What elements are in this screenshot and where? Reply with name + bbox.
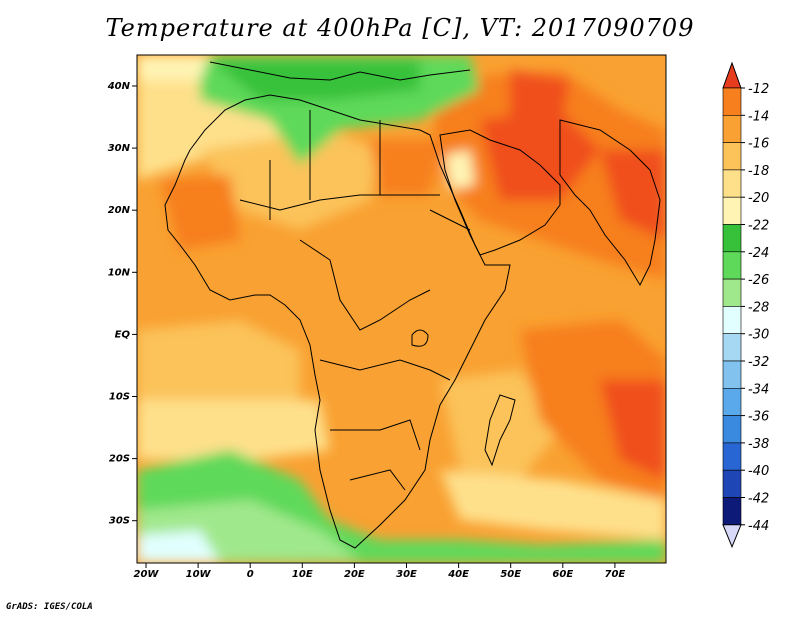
- colorbar-swatch: [722, 169, 742, 198]
- lat-label: 10S: [109, 392, 130, 403]
- lat-label: 30N: [108, 143, 131, 154]
- colorbar-label: -38: [748, 437, 769, 452]
- colorbar-swatch: [722, 142, 742, 171]
- plot-frame: [136, 54, 667, 564]
- lon-label: 10E: [292, 569, 313, 580]
- latitude-labels: 40N 30N 20N 10N EQ 10S 20S 30S: [107, 81, 137, 527]
- colorbar-swatch: [722, 196, 742, 225]
- lon-label: 50E: [500, 569, 521, 580]
- colorbar-swatch: [722, 251, 742, 280]
- lat-label: 20N: [108, 205, 131, 216]
- colorbar-label: -16: [748, 137, 769, 152]
- colorbar-label: -30: [748, 328, 769, 343]
- colorbar-label: -28: [748, 300, 769, 315]
- lon-label: 20E: [344, 569, 365, 580]
- colorbar-label: -22: [748, 219, 769, 234]
- lon-label: 0: [247, 569, 254, 580]
- temperature-field: [137, 55, 666, 563]
- coastlines: [164, 61, 661, 549]
- map-title: Temperature at 400hPa [C], VT: 201709070…: [105, 14, 695, 42]
- longitude-labels: 20W 10W 0 10E 20E 30E 40E 50E 60E 70E: [134, 563, 626, 580]
- colorbar-swatch: [722, 387, 742, 416]
- colorbar-label: -26: [748, 273, 769, 288]
- lon-label: 70E: [605, 569, 626, 580]
- colorbar-label: -36: [748, 410, 769, 425]
- colorbar-swatch: [722, 278, 742, 307]
- colorbar-label: -34: [748, 382, 769, 397]
- lat-label: 20S: [109, 454, 130, 465]
- colorbar-swatch: [722, 497, 742, 526]
- colorbar-label: -18: [748, 164, 769, 179]
- lon-label: 20W: [134, 569, 160, 580]
- lon-label: 10W: [186, 569, 212, 580]
- lat-label: 40N: [107, 81, 131, 92]
- colorbar-label: -14: [748, 109, 769, 124]
- colorbar-swatch: [722, 87, 742, 116]
- colorbar-label: -44: [748, 519, 769, 534]
- colorbar-swatch: [722, 360, 742, 389]
- lat-label: 30S: [109, 516, 130, 527]
- colorbar-label: -12: [748, 82, 769, 97]
- colorbar-top-arrow: [722, 61, 742, 89]
- colorbar-label: -20: [748, 191, 769, 206]
- colorbar-swatch: [722, 224, 742, 253]
- lon-label: 30E: [396, 569, 417, 580]
- colorbar-bottom-arrow: [722, 524, 742, 549]
- colorbar-label: -40: [748, 464, 769, 479]
- colorbar-swatch: [722, 115, 742, 143]
- colorbar-swatch: [722, 469, 742, 498]
- colorbar-label: -32: [748, 355, 769, 370]
- colorbar-label: -24: [748, 246, 769, 261]
- lat-label: EQ: [115, 329, 131, 340]
- colorbar-swatch: [722, 333, 742, 362]
- colorbar: -12 -14 -16 -18 -20 -22 -24 -26 -28 -30 -32 -34 -36 -…: [722, 61, 769, 549]
- colorbar-swatch: [722, 442, 742, 471]
- colorbar-swatch: [722, 306, 742, 334]
- lat-label: 10N: [108, 267, 131, 278]
- colorbar-swatch: [722, 415, 742, 444]
- lon-label: 60E: [552, 569, 573, 580]
- colorbar-label: -42: [748, 492, 769, 507]
- credit-text: GrADS: IGES/COLA: [6, 602, 93, 612]
- lon-label: 40E: [447, 569, 469, 580]
